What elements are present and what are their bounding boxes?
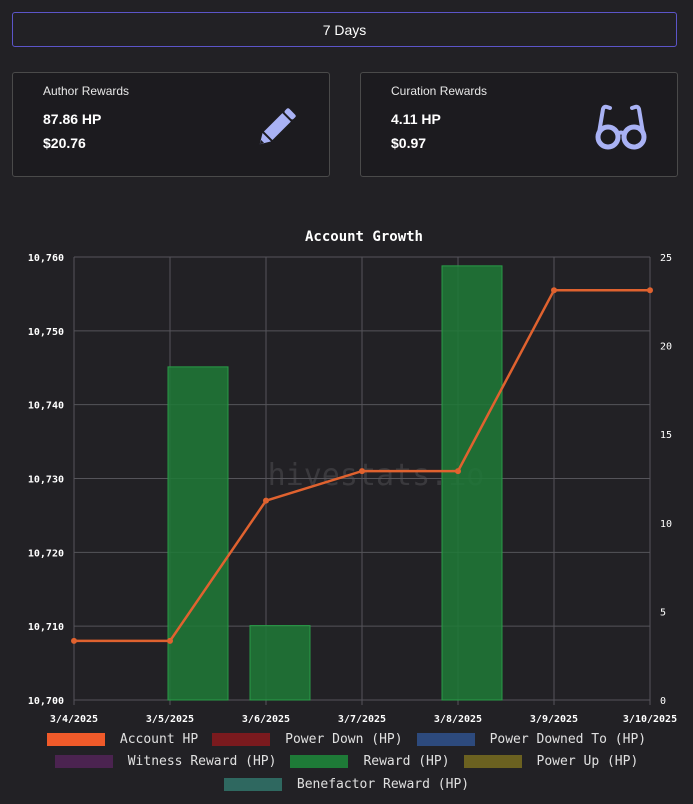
chart-canvas: Account Growthhivestats.io10,76010,75010… [28,229,677,725]
y-left-tick-label: 10,740 [28,401,64,412]
y-right-tick-label: 5 [660,607,666,618]
legend-swatch [223,777,282,791]
author-rewards-usd: $20.76 [43,135,86,151]
reward-bar [441,265,503,701]
y-left-tick-label: 10,710 [28,622,64,633]
legend-item[interactable]: Account HP [46,731,199,747]
x-tick-label: 3/4/2025 [50,714,98,725]
legend-label: Power Up (HP) [536,754,639,770]
x-tick-label: 3/6/2025 [242,714,290,725]
y-right-tick-label: 15 [660,430,672,441]
chart-legend: Account HP Power Down (HP) Power Downed To… [0,728,693,796]
legend-swatch [54,755,113,769]
account-hp-point [455,468,461,475]
legend-item[interactable]: Power Downed To (HP) [416,731,647,747]
legend-item[interactable]: Reward (HP) [290,754,450,770]
legend-row: Witness Reward (HP) Reward (HP) Power Up (… [0,751,693,774]
pencil-icon [259,108,296,145]
account-growth-chart: Account Growth hivestats.io 10,760 10,750 10… [0,215,693,804]
curation-rewards-title: Curation Rewards [391,84,488,98]
legend-label: Power Down (HP) [285,731,403,747]
y-right-tick-label: 20 [660,342,672,353]
legend-label: Reward (HP) [363,754,450,770]
reward-bar [249,625,311,701]
legend-swatch [212,732,271,746]
legend-row: Benefactor Reward (HP) [0,773,693,796]
curation-rewards-card: Curation Rewards 4.11 HP $0.97 [360,72,678,177]
author-rewards-card: Author Rewards 87.86 HP $20.76 [12,72,330,177]
x-tick-label: 3/8/2025 [434,714,482,725]
legend-label: Power Downed To (HP) [489,731,647,747]
legend-item[interactable]: Benefactor Reward (HP) [223,776,470,792]
x-tick-label: 3/7/2025 [338,714,386,725]
y-right-tick-label: 10 [660,519,672,530]
legend-swatch [46,732,105,746]
y-left-tick-label: 10,720 [28,548,64,559]
x-tick-label: 3/10/2025 [623,714,677,725]
legend-swatch [290,755,349,769]
account-hp-point [551,287,557,294]
legend-row: Account HP Power Down (HP) Power Downed To… [0,728,693,751]
legend-swatch [463,755,522,769]
y-right-tick-label: 25 [660,253,672,264]
y-left-tick-label: 10,760 [28,253,64,264]
y-left-tick-label: 10,700 [28,696,64,707]
legend-item[interactable]: Power Down (HP) [212,731,403,747]
y-left-tick-label: 10,750 [28,327,64,338]
account-hp-point [263,497,269,504]
reward-bar [167,366,229,701]
legend-label: Account HP [119,731,199,747]
legend-label: Benefactor Reward (HP) [296,776,470,792]
legend-label: Witness Reward (HP) [127,754,277,770]
account-hp-point [647,287,653,294]
y-left-tick-label: 10,730 [28,475,64,486]
legend-item[interactable]: Power Up (HP) [463,754,639,770]
author-rewards-title: Author Rewards [43,84,130,98]
curation-rewards-usd: $0.97 [391,135,427,151]
y-right-tick-label: 0 [660,696,666,707]
account-hp-point [71,637,77,644]
legend-swatch [416,732,475,746]
time-range-button[interactable]: 7 Days [12,12,677,47]
legend-item[interactable]: Witness Reward (HP) [54,754,277,770]
x-tick-label: 3/9/2025 [530,714,578,725]
account-hp-point [359,468,365,475]
glasses-icon [595,104,647,150]
chart-title: Account Growth [305,229,423,245]
x-tick-label: 3/5/2025 [146,714,194,725]
curation-rewards-hp: 4.11 HP [391,111,441,127]
account-hp-point [167,637,173,644]
author-rewards-hp: 87.86 HP [43,111,102,127]
